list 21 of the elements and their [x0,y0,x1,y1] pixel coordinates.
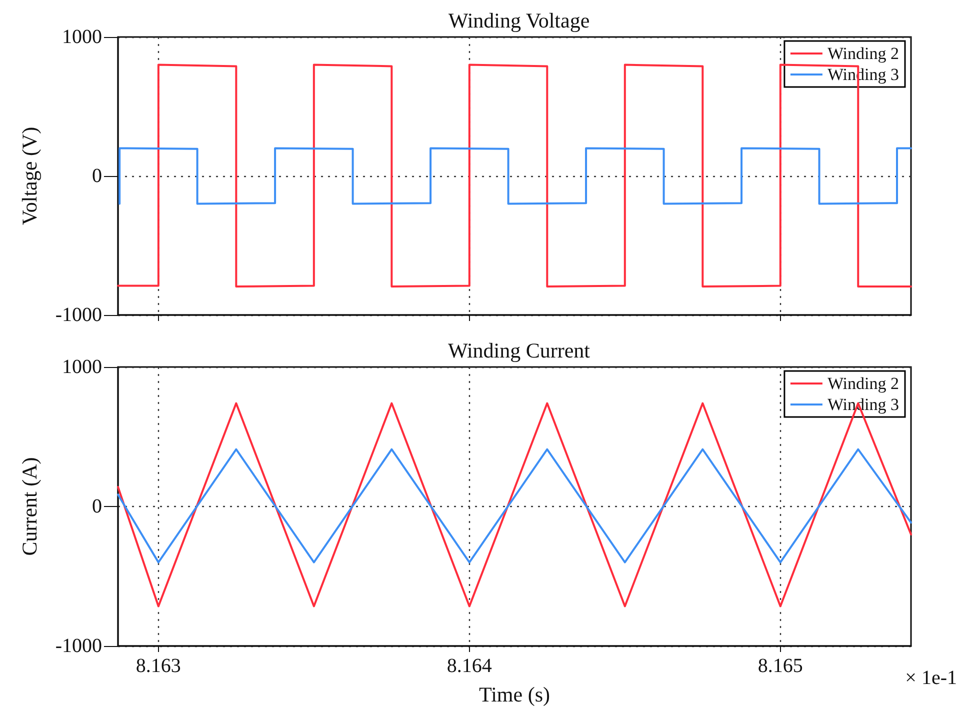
x-tick-label: 8.165 [758,655,803,677]
line-series [118,147,912,205]
y-tick-label: -1000 [55,304,102,326]
legend-label: Winding 2 [827,44,899,63]
y-tick-label: 0 [92,496,102,518]
y-tick-label: 1000 [62,26,102,48]
y-tick-label: 1000 [62,356,102,378]
chart-title: Winding Voltage [448,8,590,32]
y-axis-title: Voltage (V) [18,126,42,226]
x-axis-title: Time (s) [479,682,550,706]
line-series [117,64,912,288]
legend-label: Winding 3 [827,395,899,414]
y-axis-title: Current (A) [18,457,42,556]
x-tick-label: 8.164 [446,655,492,677]
line-series [117,448,912,564]
chart-title: Winding Current [448,338,590,362]
y-tick-label: 0 [92,165,102,187]
text: × 1e-1 [905,667,958,689]
x-tick-label: 8.163 [136,655,181,677]
y-tick-label: -1000 [55,635,102,657]
legend-label: Winding 2 [827,374,899,393]
